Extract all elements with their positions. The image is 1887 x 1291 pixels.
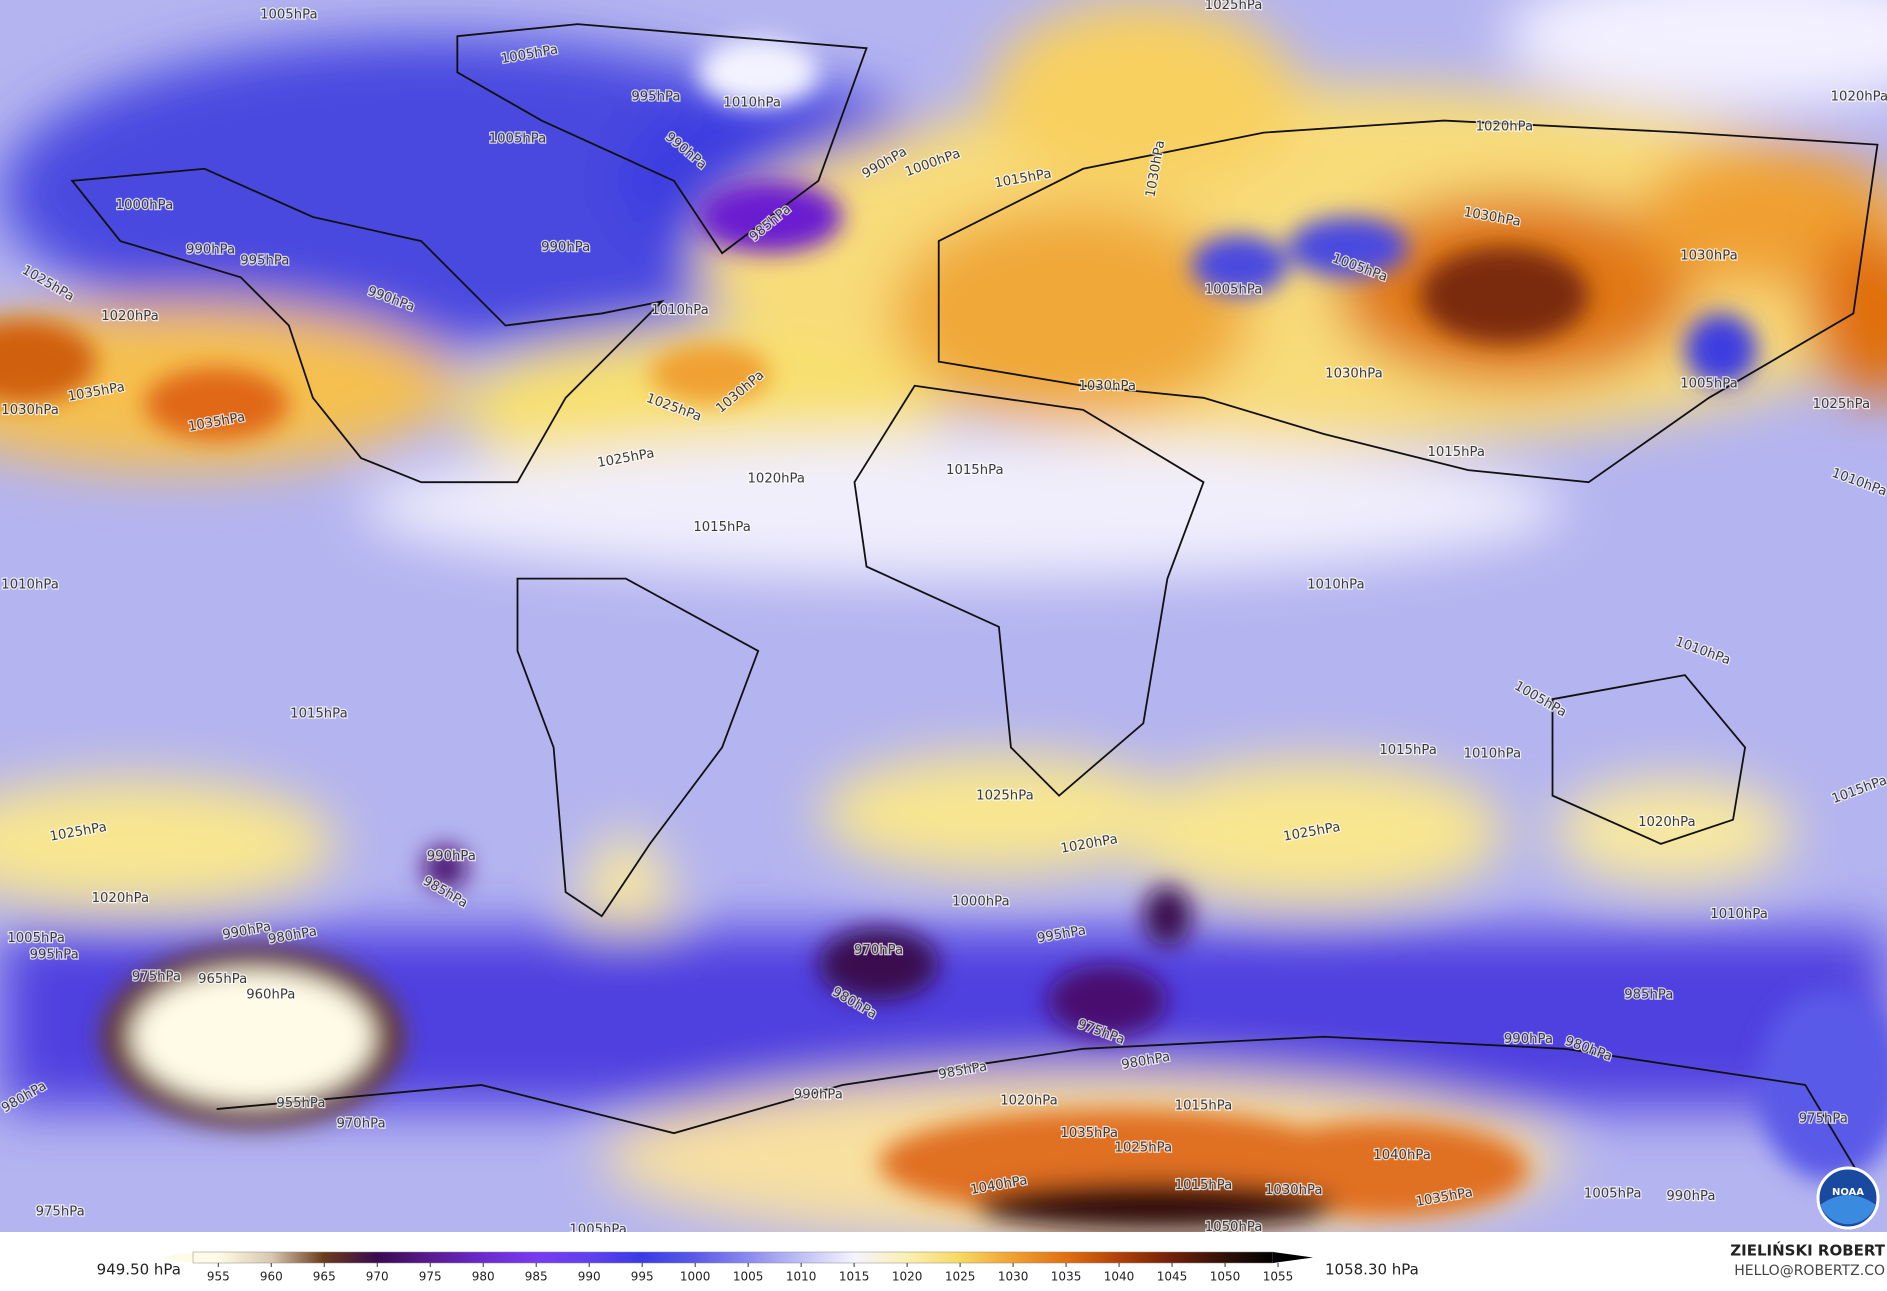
contour-label: 1030hPa: [1, 403, 59, 418]
colorbar-tick-label: 980: [472, 1270, 495, 1284]
contour-label: 1005hPa: [260, 7, 318, 22]
contour-label: 1005hPa: [7, 931, 65, 946]
contour-label: 1010hPa: [1307, 578, 1365, 593]
colorbar-tick-label: 965: [313, 1270, 336, 1284]
colorbar-tick-label: 1045: [1157, 1270, 1188, 1284]
colorbar-tick-label: 985: [525, 1270, 548, 1284]
colorbar-min-extend: [160, 1252, 193, 1263]
colorbar-min-label: 949.50 hPa: [97, 1261, 181, 1279]
contour-label: 1000hPa: [116, 198, 174, 213]
contour-label: 1050hPa: [1205, 1220, 1263, 1235]
contour-label: 1015hPa: [1379, 743, 1437, 758]
contour-label: 1015hPa: [1175, 1098, 1233, 1113]
contour-label: 1035hPa: [1060, 1126, 1118, 1141]
contour-label: 1005hPa: [1584, 1186, 1642, 1201]
colorbar-tick-label: 1030: [998, 1270, 1029, 1284]
email: HELLO@ROBERTZ.CO: [1734, 1263, 1885, 1279]
colorbar-tick-label: 1020: [892, 1270, 923, 1284]
contour-label: 1025hPa: [1115, 1141, 1173, 1156]
contour-label: 1005hPa: [569, 1223, 627, 1238]
contour-label: 1020hPa: [747, 472, 805, 487]
contour-label: 1040hPa: [1373, 1148, 1431, 1163]
contour-label: 1015hPa: [946, 463, 1004, 478]
colorbar-tick-label: 970: [366, 1270, 389, 1284]
contour-label: 995hPa: [30, 948, 79, 963]
contour-label: 1005hPa: [1680, 376, 1738, 391]
contour-label: 1025hPa: [1205, 0, 1263, 13]
colorbar-tick-label: 955: [207, 1270, 230, 1284]
contour-label: 1010hPa: [723, 95, 781, 110]
colorbar-tick-label: 1015: [839, 1270, 870, 1284]
pressure-map: 1005hPa 1025hPa 1005hPa 995hPa 1010hPa 1020hP…: [0, 0, 1887, 1238]
contour-label: 1005hPa: [1205, 282, 1263, 297]
contour-label: 975hPa: [132, 969, 181, 984]
noaa-logo: NOAA: [1816, 1166, 1880, 1230]
contour-label: 1020hPa: [1831, 89, 1887, 104]
colorbar-tick-label: 960: [260, 1270, 283, 1284]
contour-label: 1020hPa: [1638, 815, 1696, 830]
contour-label: 990hPa: [186, 243, 235, 258]
contour-label: 1000hPa: [952, 895, 1010, 910]
colorbar: [192, 1251, 1274, 1264]
contour-label: 975hPa: [1799, 1112, 1848, 1127]
colorbar-tick-label: 1055: [1263, 1270, 1294, 1284]
contour-label: 1010hPa: [1464, 746, 1522, 761]
colorbar-tick-label: 1010: [786, 1270, 817, 1284]
contour-label: 955hPa: [276, 1096, 325, 1111]
colorbar-tick-label: 975: [419, 1270, 442, 1284]
contour-label: 960hPa: [246, 988, 295, 1003]
contour-label: 1020hPa: [1476, 120, 1534, 135]
colorbar-tick-label: 995: [631, 1270, 654, 1284]
contour-label: 985hPa: [1624, 988, 1673, 1003]
contour-label: 1020hPa: [1000, 1094, 1058, 1109]
contour-label: 970hPa: [854, 943, 903, 958]
contour-label: 990hPa: [1666, 1189, 1715, 1204]
colorbar-max-extend: [1273, 1252, 1313, 1263]
contour-label: 1020hPa: [101, 309, 159, 324]
logo-text: NOAA: [1832, 1187, 1864, 1198]
colorbar-tick-label: 1035: [1051, 1270, 1082, 1284]
contour-label: 1030hPa: [1265, 1183, 1323, 1198]
contour-label: 965hPa: [198, 972, 247, 987]
colorbar-tick-label: 1050: [1210, 1270, 1241, 1284]
author: ZIELIŃSKI ROBERT: [1730, 1241, 1885, 1260]
colorbar-max-label: 1058.30 hPa: [1325, 1261, 1419, 1279]
contour-label: 1010hPa: [1, 578, 59, 593]
contour-label: 1020hPa: [92, 891, 150, 906]
contour-label: 1025hPa: [976, 789, 1034, 804]
colorbar-tick-label: 1040: [1104, 1270, 1135, 1284]
contour-label: 990hPa: [794, 1088, 843, 1103]
contour-label: 1030hPa: [1680, 249, 1738, 264]
contour-label: 995hPa: [631, 89, 680, 104]
contour-label: 970hPa: [336, 1117, 385, 1132]
contour-label: 1010hPa: [651, 303, 709, 318]
contour-label: 1015hPa: [1175, 1178, 1233, 1193]
contour-label: 990hPa: [541, 240, 590, 255]
contour-label: 990hPa: [427, 849, 476, 864]
contour-label: 1015hPa: [290, 707, 348, 722]
contour-label: 990hPa: [1504, 1032, 1553, 1047]
contour-label: 975hPa: [36, 1205, 85, 1220]
colorbar-tick-label: 1025: [945, 1270, 976, 1284]
colorbar-tick-label: 1005: [733, 1270, 764, 1284]
contour-label: 1010hPa: [1710, 907, 1768, 922]
colorbar-tick-label: 990: [578, 1270, 601, 1284]
contour-label: 1030hPa: [1325, 367, 1383, 382]
contour-label: 995hPa: [240, 253, 289, 268]
contour-label: 1015hPa: [1427, 445, 1485, 460]
contour-label: 1005hPa: [489, 132, 547, 147]
contour-label: 1015hPa: [693, 520, 751, 535]
contour-label: 1025hPa: [1813, 397, 1871, 412]
colorbar-tick-label: 1000: [680, 1270, 711, 1284]
contour-label: 1030hPa: [1078, 379, 1136, 394]
